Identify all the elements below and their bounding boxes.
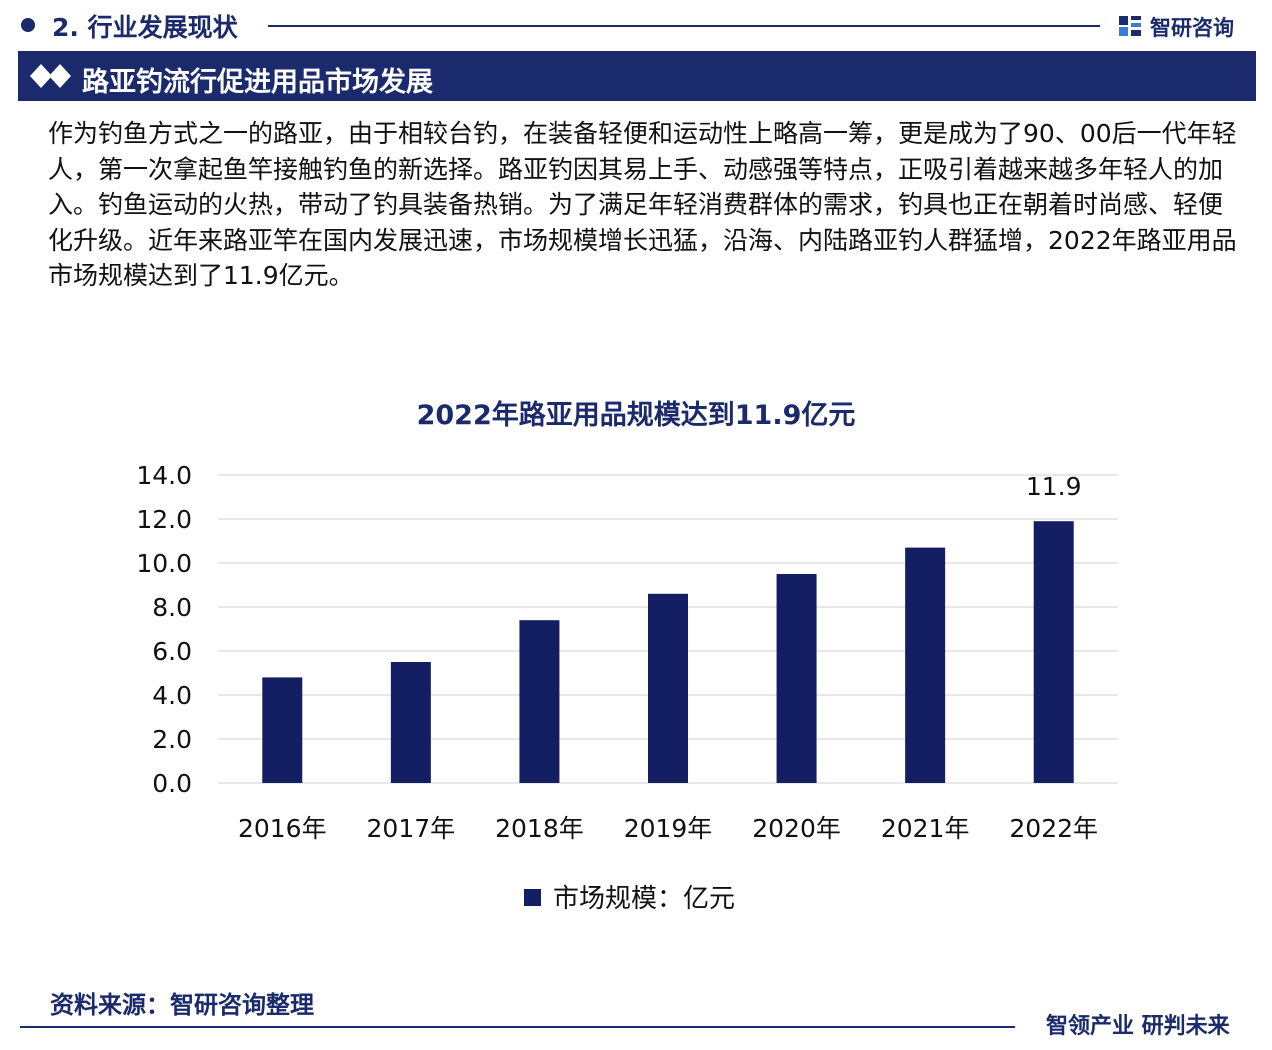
x-tick-label: 2019年 <box>624 814 713 843</box>
top-header: 2. 行业发展现状 智研咨询 <box>0 0 1272 48</box>
banner-title: 路亚钓流行促进用品市场发展 <box>82 67 433 98</box>
footer-divider <box>20 1026 1015 1028</box>
bar <box>390 662 431 783</box>
header-divider <box>268 25 1100 27</box>
y-tick-label: 14.0 <box>136 461 192 490</box>
double-diamond-icon <box>30 64 71 88</box>
x-tick-label: 2018年 <box>495 814 584 843</box>
bar <box>262 677 303 783</box>
y-tick-label: 8.0 <box>152 593 192 622</box>
title-banner: 路亚钓流行促进用品市场发展 <box>18 51 1256 101</box>
y-tick-label: 0.0 <box>152 769 192 798</box>
x-tick-label: 2022年 <box>1009 814 1098 843</box>
legend-label: 市场规模：亿元 <box>553 884 736 914</box>
x-tick-label: 2020年 <box>752 814 841 843</box>
y-tick-label: 12.0 <box>136 505 192 534</box>
x-tick-label: 2016年 <box>238 814 327 843</box>
y-tick-label: 10.0 <box>136 549 192 578</box>
data-label: 11.9 <box>1026 472 1082 501</box>
brand-logo: 智研咨询 <box>1118 12 1258 42</box>
bar <box>519 620 560 783</box>
x-tick-label: 2017年 <box>367 814 456 843</box>
logo-text: 智研咨询 <box>1150 16 1234 40</box>
source-note: 资料来源：智研咨询整理 <box>50 991 314 1019</box>
y-tick-label: 6.0 <box>152 637 192 666</box>
y-tick-label: 2.0 <box>152 725 192 754</box>
footer-slogan: 智领产业 研判未来 <box>1046 1014 1230 1039</box>
section-title: 2. 行业发展现状 <box>52 13 238 42</box>
bar-chart: 0.0 2.0 4.0 6.0 8.0 10.0 12.0 14.0 2016年 2017年 201… <box>136 461 1118 843</box>
bar <box>776 574 817 783</box>
section-bullet-icon <box>21 18 35 32</box>
zhiyan-logo-icon <box>1119 16 1141 36</box>
bar <box>648 593 688 783</box>
legend-swatch <box>524 889 541 906</box>
x-tick-label: 2021年 <box>881 814 970 843</box>
chart-title: 2022年路亚用品规模达到11.9亿元 <box>416 400 856 431</box>
body-paragraph: 作为钓鱼方式之一的路亚，由于相较台钓，在装备轻便和运动性上略高一筹，更是成为了9… <box>48 119 1237 290</box>
y-tick-label: 4.0 <box>152 681 192 710</box>
bar <box>905 547 946 783</box>
bar <box>1033 521 1074 783</box>
